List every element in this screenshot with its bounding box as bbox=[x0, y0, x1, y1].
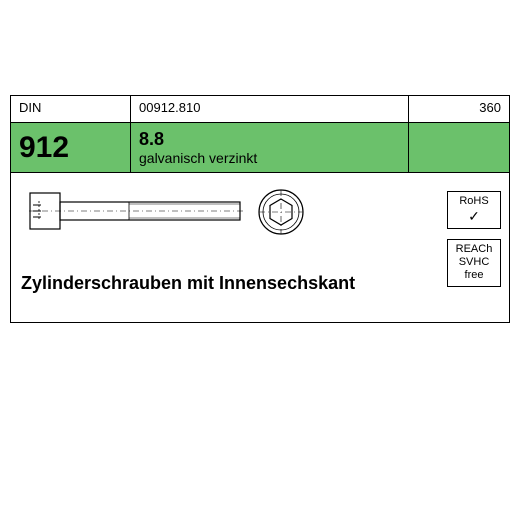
screw-side-drawing bbox=[29, 191, 244, 235]
hex-front-drawing bbox=[256, 187, 306, 237]
reach-badge: REACh SVHC free bbox=[447, 239, 501, 287]
reach-line1: REACh bbox=[450, 243, 498, 256]
rohs-label: RoHS bbox=[450, 195, 498, 208]
coating: galvanisch verzinkt bbox=[139, 150, 400, 166]
product-card: DIN 00912.810 360 912 8.8 galvanisch ver… bbox=[10, 95, 510, 325]
header-row: DIN 00912.810 360 bbox=[10, 95, 510, 123]
spec-empty-cell bbox=[409, 123, 509, 172]
rohs-badge: RoHS ✓ bbox=[447, 191, 501, 229]
body-area: RoHS ✓ REACh SVHC free Zylinderschrauben… bbox=[10, 173, 510, 323]
standard-label: DIN bbox=[11, 96, 131, 122]
din-number: 912 bbox=[19, 133, 122, 163]
reach-line3: free bbox=[450, 269, 498, 282]
check-icon: ✓ bbox=[450, 208, 498, 225]
product-title: Zylinderschrauben mit Innensechskant bbox=[21, 273, 355, 294]
grade: 8.8 bbox=[139, 129, 400, 150]
din-number-cell: 912 bbox=[11, 123, 131, 172]
spec-row: 912 8.8 galvanisch verzinkt bbox=[10, 123, 510, 173]
grade-coating-cell: 8.8 galvanisch verzinkt bbox=[131, 123, 409, 172]
header-code: 360 bbox=[409, 96, 509, 122]
reach-line2: SVHC bbox=[450, 256, 498, 269]
part-number: 00912.810 bbox=[131, 96, 409, 122]
